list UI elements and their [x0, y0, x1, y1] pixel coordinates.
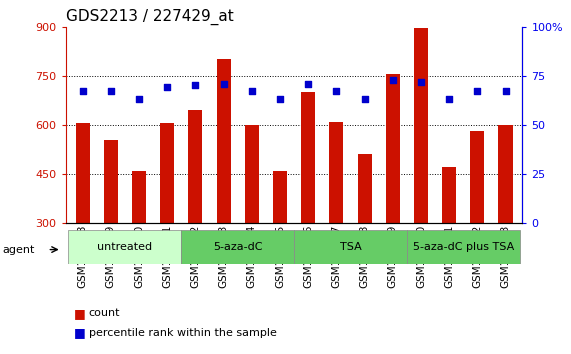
Text: count: count: [89, 308, 120, 318]
Point: [78, 88, 87, 94]
Bar: [160, 123, 174, 223]
Bar: [407, 230, 520, 264]
Point: [163, 85, 172, 90]
Bar: [245, 125, 259, 223]
Point: [360, 96, 369, 102]
Text: TSA: TSA: [340, 242, 361, 252]
Text: ■: ■: [74, 307, 86, 320]
Bar: [471, 131, 484, 223]
Point: [106, 88, 115, 94]
Point: [134, 96, 143, 102]
Point: [275, 96, 284, 102]
Bar: [216, 59, 231, 223]
Text: 5-aza-dC: 5-aza-dC: [213, 242, 263, 252]
Point: [304, 81, 313, 86]
Bar: [301, 92, 315, 223]
Point: [445, 96, 454, 102]
Bar: [385, 74, 400, 223]
Bar: [414, 28, 428, 223]
Point: [416, 79, 425, 84]
Bar: [294, 230, 407, 264]
Text: untreated: untreated: [97, 242, 152, 252]
Point: [388, 77, 397, 82]
Bar: [188, 110, 203, 223]
Text: GDS2213 / 227429_at: GDS2213 / 227429_at: [66, 9, 234, 25]
Bar: [104, 139, 118, 223]
Text: ■: ■: [74, 326, 86, 339]
Bar: [357, 154, 372, 223]
Bar: [329, 121, 343, 223]
Point: [191, 82, 200, 88]
Bar: [69, 230, 181, 264]
Text: 5-aza-dC plus TSA: 5-aza-dC plus TSA: [413, 242, 514, 252]
Bar: [132, 171, 146, 223]
Point: [473, 88, 482, 94]
Point: [332, 88, 341, 94]
Bar: [498, 125, 513, 223]
Bar: [181, 230, 294, 264]
Bar: [75, 123, 90, 223]
Point: [501, 88, 510, 94]
Point: [219, 81, 228, 86]
Bar: [442, 167, 456, 223]
Text: agent: agent: [3, 245, 35, 255]
Bar: [273, 171, 287, 223]
Point: [247, 88, 256, 94]
Text: percentile rank within the sample: percentile rank within the sample: [89, 328, 276, 338]
